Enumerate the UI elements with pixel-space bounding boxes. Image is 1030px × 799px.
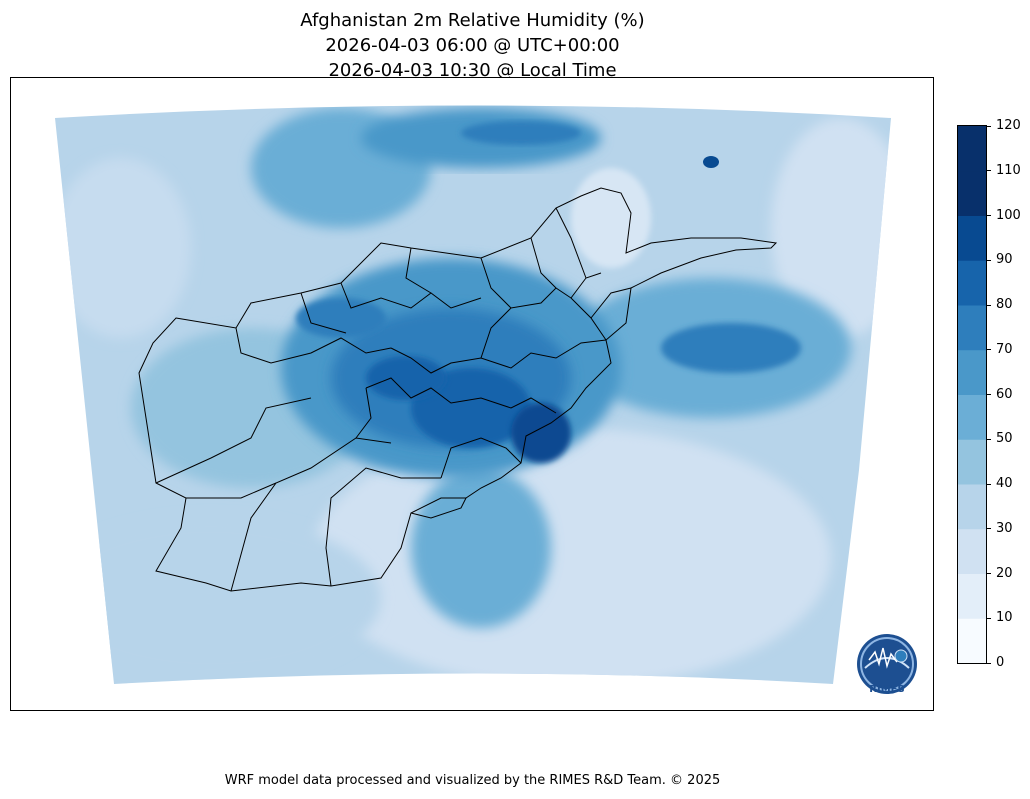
colorbar-tick-label: 10 [996, 610, 1013, 626]
rimes-logo-text: RIMES [869, 684, 905, 695]
colorbar-tick-label: 0 [996, 655, 1005, 670]
colorbar-swatch [958, 394, 986, 440]
colorbar-tick-label: 40 [996, 476, 1013, 491]
country-borders [138, 187, 778, 592]
colorbar-tick-label: 100 [996, 207, 1021, 223]
colorbar [957, 125, 987, 664]
colorbar-swatch [958, 439, 986, 485]
humidity-field [55, 105, 891, 684]
colorbar-tick-mark [987, 573, 991, 574]
colorbar-tick-mark [987, 304, 991, 306]
colorbar-tick-label: 110 [996, 162, 1021, 178]
colorbar-tick-label: 60 [996, 386, 1013, 402]
footer-credit: WRF model data processed and visualized … [224, 773, 721, 788]
colorbar-swatch [958, 260, 986, 306]
colorbar-tick-mark [987, 483, 991, 485]
title-line-3: 2026-04-03 10:30 @ Local Time [328, 60, 617, 81]
colorbar-tick-label: 50 [996, 431, 1013, 447]
colorbar-swatch [958, 170, 986, 216]
colorbar-tick-label: 90 [996, 252, 1013, 268]
colorbar-tick-label: 120 [996, 118, 1021, 133]
colorbar-tick-mark [987, 170, 991, 172]
colorbar-tick-mark [987, 394, 991, 395]
colorbar-swatch [958, 528, 986, 574]
colorbar-tick-mark [987, 528, 991, 530]
colorbar-swatch [958, 126, 986, 172]
colorbar-tick-label: 20 [996, 565, 1013, 581]
colorbar-swatch [958, 618, 986, 663]
colorbar-tick-label: 70 [996, 341, 1013, 357]
map-panel[interactable] [10, 77, 934, 711]
colorbar-swatch [958, 305, 986, 351]
title-line-1: Afghanistan 2m Relative Humidity (%) [300, 10, 645, 31]
colorbar-tick-mark [987, 438, 991, 440]
colorbar-swatch [958, 349, 986, 395]
colorbar-tick-mark [987, 125, 991, 127]
colorbar-tick-label: 30 [996, 520, 1013, 536]
colorbar-swatch [958, 484, 986, 530]
map-title: Afghanistan 2m Relative Humidity (%) 202… [0, 8, 945, 83]
colorbar-tick-mark [987, 215, 991, 216]
colorbar-tick-mark [987, 662, 991, 664]
colorbar-swatch [958, 573, 986, 619]
colorbar-tick-mark [987, 259, 991, 261]
rimes-logo [857, 634, 917, 694]
colorbar-tick-mark [987, 349, 991, 351]
colorbar-swatches [958, 126, 986, 663]
colorbar-tick-mark [987, 617, 991, 619]
colorbar-swatch [958, 215, 986, 261]
colorbar-tick-label: 80 [996, 297, 1013, 312]
title-line-2: 2026-04-03 06:00 @ UTC+00:00 [325, 35, 620, 56]
